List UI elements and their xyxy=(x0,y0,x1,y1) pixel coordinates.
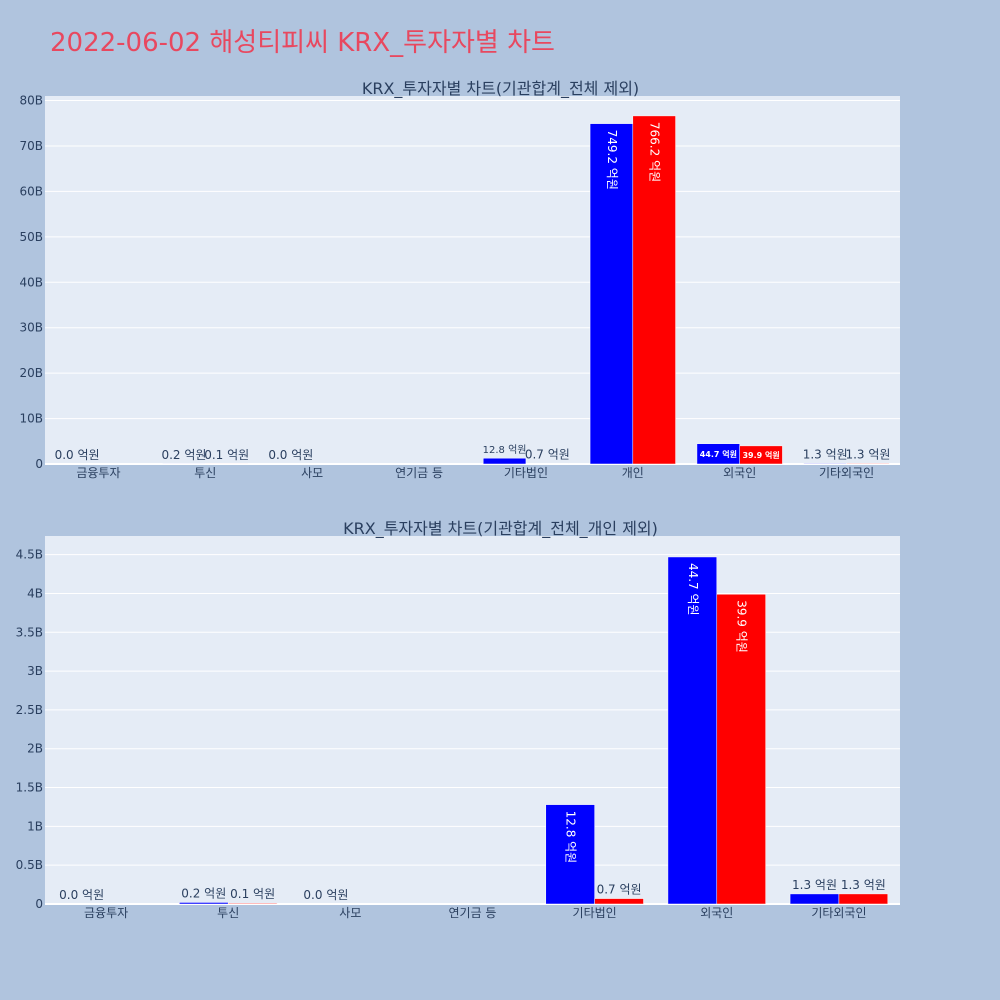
y-tick-label: 10B xyxy=(19,412,43,426)
bar-value-label: 0.2 억원 xyxy=(181,886,226,900)
bar xyxy=(594,898,644,905)
bar xyxy=(667,556,718,905)
x-tick-label: 기타법인 xyxy=(573,906,617,920)
bar-value-label: 1.3 억원 xyxy=(792,878,837,892)
bar-value-label: 39.9 억원 xyxy=(742,450,779,460)
bar-value-label: 39.9 억원 xyxy=(735,600,749,653)
x-tick-label: 금융투자 xyxy=(84,906,128,920)
bar xyxy=(632,115,676,465)
y-tick-label: 50B xyxy=(19,230,43,244)
chart-title: KRX_투자자별 차트(기관합계_전체 제외) xyxy=(362,79,639,99)
x-tick-label: 외국인 xyxy=(700,906,733,920)
x-tick-label: 기타외국인 xyxy=(819,466,874,480)
y-tick-label: 4.5B xyxy=(16,548,43,562)
y-tick-label: 40B xyxy=(19,275,43,289)
bar xyxy=(838,893,889,905)
x-tick-label: 금융투자 xyxy=(76,466,120,480)
bar-value-label: 1.3 억원 xyxy=(845,447,890,461)
bar-value-label: 0.0 억원 xyxy=(268,448,313,462)
bar-value-label: 0.0 억원 xyxy=(59,888,104,902)
bar-value-label: 749.2 억원 xyxy=(605,130,619,190)
bar xyxy=(482,457,527,465)
x-tick-label: 개인 xyxy=(622,466,644,480)
plot-area xyxy=(45,96,900,464)
bar-value-label: 0.0 억원 xyxy=(303,888,348,902)
y-tick-label: 20B xyxy=(19,366,43,380)
bar-value-label: 766.2 억원 xyxy=(648,122,662,182)
x-tick-label: 투신 xyxy=(217,906,239,920)
bar xyxy=(789,893,840,905)
x-tick-label: 연기금 등 xyxy=(449,906,497,920)
y-tick-label: 0 xyxy=(35,897,43,911)
bar-value-label: 0.0 억원 xyxy=(55,448,100,462)
bar xyxy=(589,123,634,465)
x-tick-label: 사모 xyxy=(301,466,323,480)
bar-value-label: 1.3 억원 xyxy=(803,447,848,461)
bar-value-label: 12.8 억원 xyxy=(483,444,527,456)
bar-value-label: 44.7 억원 xyxy=(700,449,737,459)
y-tick-label: 1B xyxy=(27,819,43,833)
bar xyxy=(179,902,229,905)
y-tick-label: 30B xyxy=(19,321,43,335)
bar xyxy=(803,463,847,465)
chart-2: KRX_투자자별 차트(기관합계_전체_개인 제외) 0 0.5B 1B 1.5B 2B 2… xyxy=(16,519,900,920)
bar xyxy=(545,804,595,905)
bar-value-label: 0.1 억원 xyxy=(204,448,249,462)
x-tick-label: 기타법인 xyxy=(504,466,548,480)
y-tick-label: 80B xyxy=(19,94,43,108)
y-tick-label: 0.5B xyxy=(16,858,43,872)
y-tick-label: 4B xyxy=(27,586,43,600)
y-tick-label: 3B xyxy=(27,664,43,678)
y-tick-label: 2.5B xyxy=(16,703,43,717)
y-tick-label: 3.5B xyxy=(16,625,43,639)
bar xyxy=(716,593,766,905)
bar-value-label: 0.7 억원 xyxy=(597,883,642,897)
x-tick-label: 투신 xyxy=(194,466,216,480)
y-tick-label: 70B xyxy=(19,139,43,153)
bar-value-label: 0.7 억원 xyxy=(525,448,570,462)
bar-value-label: 44.7 억원 xyxy=(686,563,700,616)
bar xyxy=(739,445,783,465)
chart-1: KRX_투자자별 차트(기관합계_전체 제외) 0 10B 20B 30B 40B 50B 6… xyxy=(19,79,900,480)
plot-area xyxy=(45,536,900,904)
chart-title: KRX_투자자별 차트(기관합계_전체_개인 제외) xyxy=(343,519,658,539)
x-tick-label: 기타외국인 xyxy=(811,906,866,920)
x-tick-label: 연기금 등 xyxy=(395,466,443,480)
bar-value-label: 12.8 억원 xyxy=(564,811,578,864)
x-tick-label: 외국인 xyxy=(723,466,756,480)
y-tick-label: 60B xyxy=(19,184,43,198)
bar xyxy=(227,902,278,905)
y-tick-label: 2B xyxy=(27,742,43,756)
y-tick-label: 0 xyxy=(35,457,43,471)
bar-value-label: 0.2 억원 xyxy=(161,448,206,462)
bar-value-label: 0.1 억원 xyxy=(230,887,275,901)
x-tick-label: 사모 xyxy=(339,906,361,920)
bar-value-label: 1.3 억원 xyxy=(841,878,886,892)
bar xyxy=(846,463,890,465)
page-title: 2022-06-02 해성티피씨 KRX_투자자별 차트 xyxy=(50,28,555,58)
y-tick-label: 1.5B xyxy=(16,781,43,795)
